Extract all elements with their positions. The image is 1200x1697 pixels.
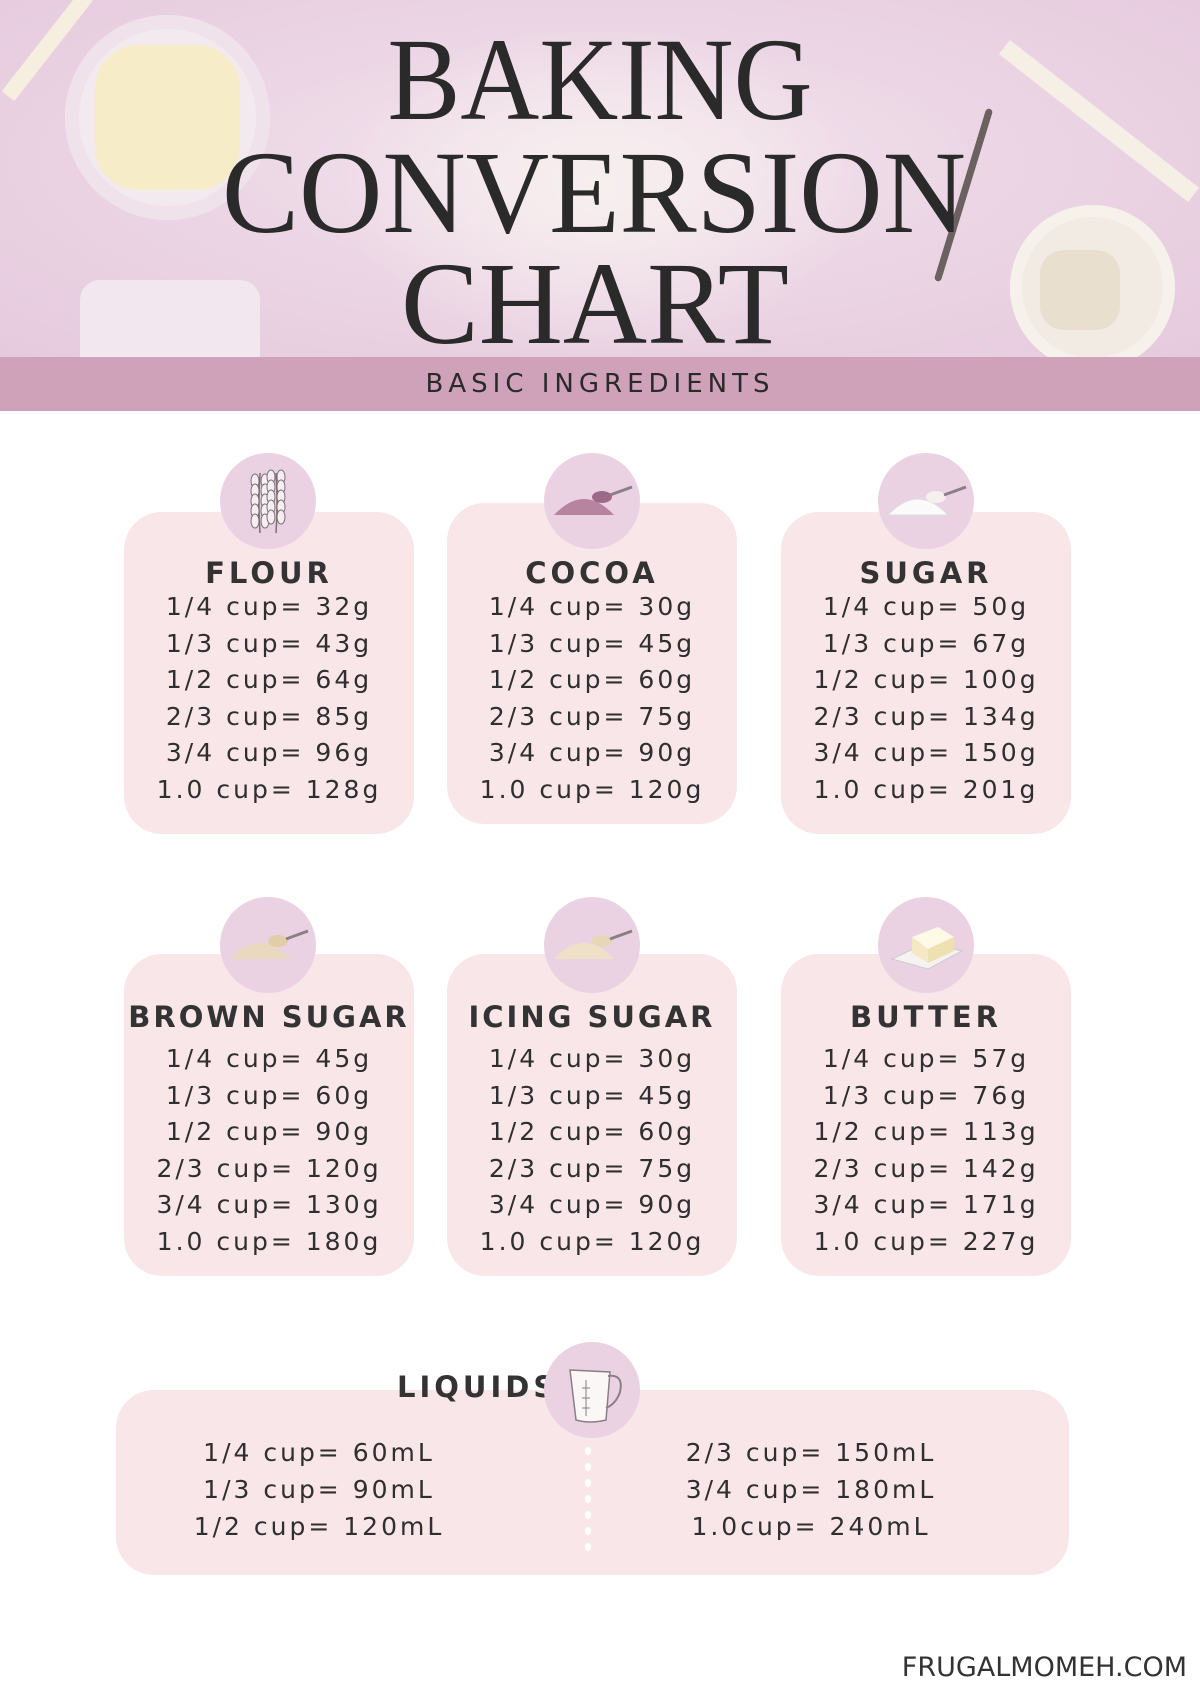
conversion-row: 1.0 cup= 227g [813, 1226, 1039, 1256]
conversion-row: 1/3 cup= 43g [165, 628, 373, 658]
conversion-row: 1/3 cup= 60g [165, 1080, 373, 1110]
title-line-baking: BAKING [388, 14, 813, 145]
conversion-row: 2/3 cup= 134g [813, 701, 1039, 731]
ingredient-card-flour: FLOUR 1/4 cup= 32g 1/3 cup= 43g 1/2 cup= 64… [124, 512, 414, 834]
conversion-row: 1.0 cup= 120g [479, 774, 705, 804]
sugar-scoop-icon [878, 453, 974, 549]
footer-site: FRUGALMOMEH.COM [901, 1652, 1187, 1683]
conversion-row: 1/4 cup= 30g [488, 1044, 696, 1073]
conversion-row: 2/3 cup= 120g [156, 1153, 382, 1183]
liquid-row: 1/3 cup= 90mL [203, 1475, 435, 1504]
conversion-row: 3/4 cup= 90g [488, 738, 696, 767]
conversion-row: 2/3 cup= 75g [488, 1153, 696, 1183]
conversion-row: 1/2 cup= 60g [488, 665, 696, 694]
jug-decoration [80, 280, 260, 357]
card-title: BROWN SUGAR [128, 1000, 410, 1034]
liquids-title: LIQUIDS [397, 1370, 559, 1404]
butter-icon [878, 897, 974, 993]
butter-cubes-decoration [95, 45, 240, 190]
conversion-row: 1.0 cup= 201g [813, 774, 1039, 804]
conversion-row: 1/4 cup= 57g [822, 1044, 1030, 1073]
ingredient-card-butter: BUTTER 1/4 cup= 57g 1/3 cup= 76g 1/2 cup= 1… [781, 954, 1071, 1276]
card-title: SUGAR [859, 556, 993, 590]
conversion-row: 2/3 cup= 142g [813, 1153, 1039, 1183]
flour-dust-decoration [340, 20, 860, 357]
conversion-row: 3/4 cup= 150g [813, 738, 1039, 767]
ingredient-card-cocoa: COCOA 1/4 cup= 30g 1/3 cup= 45g 1/2 cup= 60… [447, 503, 737, 824]
card-title: ICING SUGAR [468, 1000, 716, 1034]
header-banner: BAKING CONVERSION CHART [0, 0, 1200, 357]
liquid-row: 3/4 cup= 180mL [685, 1475, 937, 1504]
ingredient-card-sugar: SUGAR 1/4 cup= 50g 1/3 cup= 67g 1/2 cup= 10… [781, 512, 1071, 834]
conversion-row: 1/2 cup= 113g [813, 1117, 1039, 1146]
yeast-decoration [1040, 250, 1120, 330]
conversion-row: 1/4 cup= 32g [165, 592, 373, 621]
card-title: COCOA [525, 556, 659, 590]
conversion-row: 1/2 cup= 64g [165, 665, 373, 694]
cocoa-scoop-icon [544, 453, 640, 549]
section-band: BASIC INGREDIENTS [0, 357, 1200, 411]
liquid-row: 1/4 cup= 60mL [203, 1438, 435, 1467]
conversion-row: 3/4 cup= 171g [813, 1190, 1039, 1219]
ingredient-card-icing-sugar: ICING SUGAR 1/4 cup= 30g 1/3 cup= 45g 1/2 c… [447, 954, 737, 1276]
brown-sugar-scoop-icon [220, 897, 316, 993]
conversion-row: 1.0 cup= 180g [156, 1226, 382, 1256]
conversion-row: 1/3 cup= 45g [488, 1080, 696, 1110]
liquid-row: 1.0cup= 240mL [691, 1512, 931, 1541]
conversion-row: 3/4 cup= 130g [156, 1190, 382, 1219]
page-title: BAKING CONVERSION CHART [222, 14, 966, 357]
measuring-cup-icon [544, 1342, 640, 1438]
conversion-row: 1/3 cup= 76g [822, 1080, 1030, 1110]
conversion-row: 1.0 cup= 120g [479, 1226, 705, 1256]
conversion-row: 2/3 cup= 75g [488, 701, 696, 731]
conversion-row: 1/4 cup= 45g [165, 1044, 373, 1073]
ingredient-card-brown-sugar: BROWN SUGAR 1/4 cup= 45g 1/3 cup= 60g 1/2 c… [124, 954, 414, 1276]
conversion-row: 1/4 cup= 30g [488, 592, 696, 621]
conversion-row: 3/4 cup= 90g [488, 1190, 696, 1219]
conversion-row: 3/4 cup= 96g [165, 738, 373, 767]
wheat-icon [220, 453, 316, 549]
liquid-row: 2/3 cup= 150mL [685, 1438, 937, 1467]
conversion-row: 1/2 cup= 100g [813, 665, 1039, 694]
card-title: BUTTER [849, 1000, 1003, 1034]
section-subtitle: BASIC INGREDIENTS [425, 369, 775, 399]
card-title: FLOUR [205, 556, 333, 590]
conversion-row: 1/4 cup= 50g [822, 592, 1030, 621]
conversion-row: 1/3 cup= 67g [822, 628, 1030, 658]
conversion-row: 1/2 cup= 60g [488, 1117, 696, 1146]
conversion-row: 1.0 cup= 128g [156, 774, 382, 804]
conversion-row: 1/3 cup= 45g [488, 628, 696, 658]
liquid-row: 1/2 cup= 120mL [193, 1512, 445, 1541]
conversion-row: 1/2 cup= 90g [165, 1117, 373, 1146]
title-line-chart: CHART [401, 238, 789, 357]
conversion-row: 2/3 cup= 85g [165, 701, 373, 731]
icing-sugar-scoop-icon [544, 897, 640, 993]
title-line-conversion: CONVERSION [222, 127, 966, 258]
